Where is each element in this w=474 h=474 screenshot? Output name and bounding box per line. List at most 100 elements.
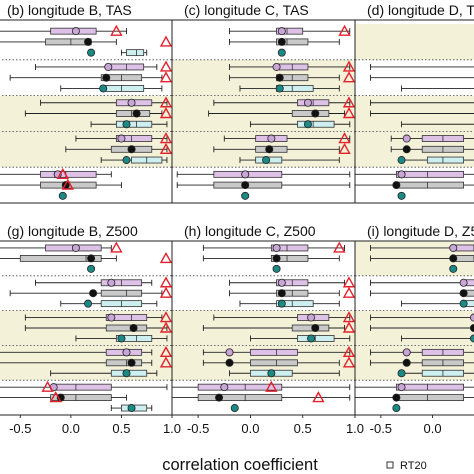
dot-black: [89, 289, 98, 298]
triangle-marker: [342, 276, 356, 288]
box-gray: [105, 359, 143, 367]
triangle-marker: [338, 142, 351, 155]
dot-teal: [87, 264, 96, 273]
box-gray: [395, 394, 464, 402]
panel-3: (d) longitude D, TAS: [354, 2, 474, 204]
dot-teal: [397, 191, 406, 200]
dot-black: [225, 358, 234, 367]
box-cyan: [297, 120, 335, 128]
box-gray: [197, 394, 283, 402]
x-tick-label: 0.0: [424, 421, 442, 436]
triangle-marker: [342, 71, 356, 83]
dot-teal: [449, 264, 458, 273]
box-gray: [250, 359, 298, 367]
panel-frame: [354, 19, 474, 204]
dot-orchid: [402, 134, 411, 143]
dot-orchid: [277, 278, 286, 287]
dot-orchid: [272, 243, 281, 252]
dot-orchid: [117, 134, 126, 143]
box-gray: [291, 324, 330, 332]
triangle-marker: [159, 96, 173, 108]
panels-layer: (b) longitude B, TAS (c) longitude C, TAS…: [0, 2, 474, 416]
x-tick-label: 1.0: [346, 421, 364, 436]
triangle-marker: [342, 60, 356, 72]
dot-teal: [277, 299, 286, 308]
dot-black: [449, 254, 458, 263]
dot-teal: [307, 334, 316, 343]
dot-teal: [99, 84, 108, 93]
triangle-marker: [159, 142, 173, 155]
dot-black: [459, 289, 468, 298]
box-cyan: [126, 49, 145, 57]
x-tick-label: 1.0: [163, 421, 181, 436]
dot-orchid: [277, 27, 286, 36]
dot-teal: [277, 48, 286, 57]
box-purple: [115, 135, 153, 142]
x-axis-layer: -0.50.00.51.0-0.50.00.51.0-0.50.00.51.0: [9, 415, 442, 436]
x-tick-label: 0.0: [241, 421, 259, 436]
dot-orchid: [107, 278, 116, 287]
dot-black: [84, 37, 93, 46]
dot-orchid: [469, 313, 474, 322]
dot-orchid: [127, 98, 136, 107]
dot-black: [241, 181, 250, 190]
box-cyan: [426, 156, 464, 164]
legend: RT20: [386, 460, 427, 472]
box-purple: [250, 348, 298, 356]
dot-teal: [469, 334, 474, 343]
x-axis-label: correlation coefficient: [162, 456, 318, 474]
x-tick-label: 0.5: [294, 421, 312, 436]
x-tick-label: 0.0: [62, 421, 80, 436]
triangle-marker: [312, 391, 325, 403]
dot-orchid: [397, 170, 406, 179]
dot-orchid: [122, 348, 131, 357]
dot-teal: [392, 404, 401, 413]
dot-teal: [262, 156, 271, 165]
box-purple: [105, 314, 148, 321]
shaded-band: [355, 24, 474, 60]
dot-black: [275, 73, 284, 82]
dot-black: [87, 254, 96, 263]
dot-orchid: [107, 313, 116, 322]
dot-teal: [275, 84, 284, 93]
dot-teal: [397, 156, 406, 165]
triangle-marker: [110, 24, 123, 36]
triangle-marker: [338, 24, 351, 36]
box-cyan: [297, 335, 335, 342]
dot-black: [392, 181, 401, 190]
dot-black: [129, 323, 138, 332]
dot-teal: [303, 120, 312, 129]
dot-black: [277, 289, 286, 298]
dot-orchid: [307, 313, 316, 322]
box-cyan: [276, 300, 314, 308]
box-gray: [50, 394, 112, 402]
x-tick-label: 0.5: [112, 421, 130, 436]
x-tick-label: -0.5: [9, 421, 31, 436]
triangle-marker: [159, 321, 173, 333]
dot-black: [392, 393, 401, 402]
dot-black: [265, 145, 274, 154]
panel-6: (i) longitude D, Z500: [354, 223, 474, 416]
triangle-marker: [110, 241, 123, 253]
triangle-marker: [342, 286, 356, 298]
box-purple: [55, 383, 112, 391]
dot-teal: [122, 369, 131, 378]
dot-orchid: [71, 243, 80, 252]
dot-teal: [117, 334, 126, 343]
legend-label-rt20: RT20: [400, 460, 427, 472]
triangle-marker: [159, 251, 173, 264]
triangle-marker: [342, 107, 356, 119]
panel-title: (c) longitude C, TAS: [184, 2, 309, 18]
triangle-marker: [342, 356, 356, 368]
triangle-marker: [159, 107, 173, 119]
panel-frame: [354, 240, 474, 416]
panel-1: (b) longitude B, TAS: [0, 2, 173, 204]
dot-black: [102, 73, 111, 82]
dot-teal: [122, 120, 131, 129]
dot-teal: [84, 299, 93, 308]
triangle-marker: [159, 356, 173, 368]
box-gray: [105, 324, 148, 332]
box-gray: [270, 254, 309, 262]
box-purple: [395, 170, 464, 178]
